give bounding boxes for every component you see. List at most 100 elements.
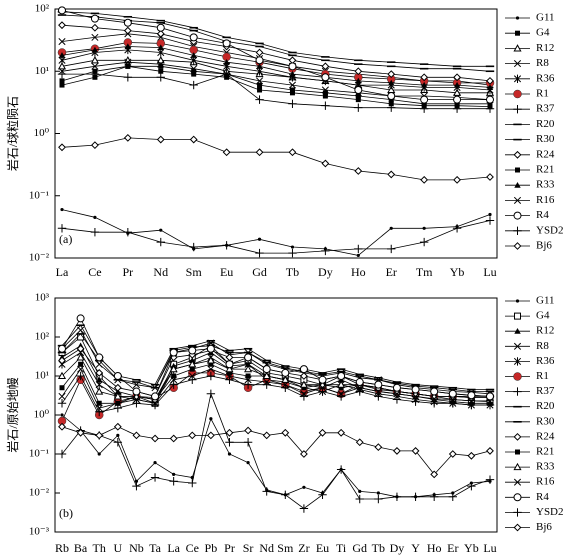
marker — [225, 353, 234, 362]
marker — [92, 74, 98, 80]
marker — [387, 170, 396, 179]
marker — [58, 392, 66, 400]
marker — [453, 95, 462, 104]
marker — [420, 73, 429, 82]
marker — [95, 369, 104, 377]
marker — [513, 387, 522, 396]
marker — [374, 392, 383, 401]
marker — [486, 76, 494, 85]
x-tick-label: Nb — [129, 541, 144, 555]
marker — [206, 356, 215, 364]
marker — [513, 372, 522, 381]
marker — [411, 397, 420, 406]
marker — [318, 375, 327, 384]
marker — [151, 434, 159, 443]
marker — [337, 380, 346, 388]
legend-label: R20 — [536, 118, 555, 130]
x-tick-label: U — [113, 541, 122, 555]
y-tick-label: 10² — [35, 331, 50, 343]
marker — [448, 399, 457, 408]
marker — [515, 167, 520, 173]
marker — [318, 490, 327, 499]
marker — [299, 504, 309, 513]
marker — [132, 431, 141, 440]
marker — [358, 489, 362, 493]
x-tick-label: Y — [411, 541, 420, 555]
marker — [467, 481, 476, 491]
marker — [337, 372, 346, 380]
marker — [172, 472, 176, 476]
marker — [486, 447, 494, 455]
marker — [132, 481, 141, 491]
marker — [207, 365, 215, 373]
marker — [93, 215, 97, 219]
marker — [321, 246, 330, 256]
plot-frame — [54, 8, 498, 259]
marker — [206, 344, 215, 353]
x-tick-label: Nd — [259, 541, 274, 555]
marker — [486, 392, 494, 401]
marker — [156, 237, 165, 247]
marker — [281, 428, 290, 437]
marker — [355, 387, 364, 396]
marker — [486, 95, 494, 104]
marker — [288, 99, 297, 108]
marker — [123, 73, 133, 82]
x-tick-label: Sm — [277, 541, 294, 555]
marker — [257, 82, 263, 88]
legend-label: Bj6 — [536, 521, 552, 533]
marker — [60, 207, 64, 212]
marker — [124, 43, 132, 50]
marker — [151, 392, 160, 401]
legend-label: G11 — [536, 295, 555, 307]
marker — [321, 101, 330, 110]
marker — [59, 78, 65, 84]
marker — [58, 143, 66, 152]
y-tick-label: 10² — [35, 3, 50, 15]
x-tick-label: Pr — [224, 541, 235, 555]
marker — [57, 449, 67, 459]
series-line — [61, 324, 490, 390]
legend-label: R36 — [536, 72, 555, 84]
marker — [322, 90, 328, 96]
marker — [255, 77, 264, 85]
x-tick-label: Ce — [186, 541, 199, 555]
x-tick-label: Tb — [286, 265, 299, 279]
marker — [513, 211, 522, 220]
x-tick-label: Ta — [149, 541, 161, 555]
series-line — [62, 73, 490, 110]
marker — [513, 242, 522, 250]
marker — [123, 227, 133, 237]
marker — [300, 372, 308, 380]
marker — [95, 404, 103, 412]
x-tick-label: Ho — [427, 541, 442, 555]
marker — [95, 360, 103, 368]
marker — [95, 431, 104, 440]
marker — [467, 451, 476, 460]
marker — [355, 378, 364, 387]
marker — [116, 433, 120, 437]
marker — [134, 479, 139, 483]
marker — [57, 399, 67, 408]
marker — [288, 148, 297, 157]
series-line — [61, 356, 490, 400]
marker — [132, 399, 141, 408]
marker — [257, 87, 263, 93]
marker — [95, 407, 104, 417]
marker — [123, 133, 132, 142]
x-tick-label: Er — [386, 265, 397, 279]
marker — [337, 428, 346, 437]
legend-label: Bj6 — [536, 240, 552, 252]
marker — [222, 241, 231, 250]
series-line — [61, 46, 491, 88]
marker — [513, 196, 522, 204]
marker — [58, 52, 66, 58]
x-tick-label: Ti — [336, 541, 347, 555]
marker — [223, 58, 230, 65]
marker — [224, 74, 230, 80]
marker — [300, 450, 308, 458]
x-tick-label: Yb — [464, 541, 479, 555]
marker — [222, 148, 231, 157]
marker — [485, 400, 495, 410]
x-tick-label: Sm — [186, 265, 203, 279]
